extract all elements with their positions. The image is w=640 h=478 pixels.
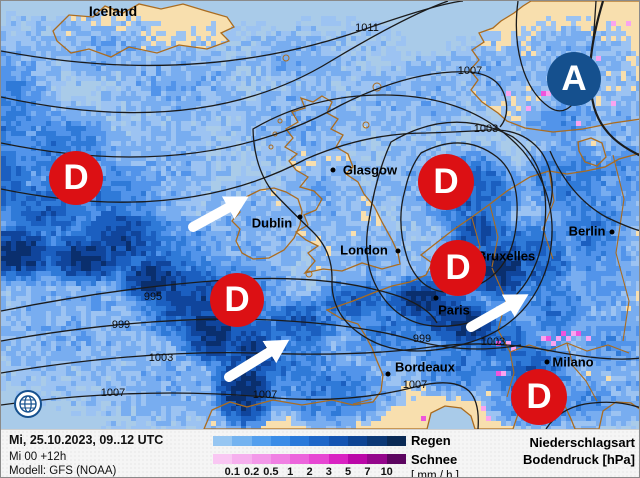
precipitation-pixel-layer [1,1,639,429]
isobar-line [1,343,639,374]
pressure-caption: Bodendruck [hPa] [523,452,635,467]
high-pressure-marker: A [547,52,601,106]
scale-tick: 2 [306,466,313,478]
rain-scale-segment [367,436,387,446]
city-dot-paris [433,295,439,301]
rain-caption: Regen [411,433,451,448]
isobar-value-label: 999 [111,319,131,331]
isobar-value-label: 1007 [457,65,483,77]
scale-tick: 0.2 [243,466,260,478]
isobar-line [1,1,449,114]
valid-time-label: Mi, 25.10.2023, 09..12 UTC [9,433,164,447]
low-pressure-marker: D [49,151,103,205]
rain-scale-segment [309,436,329,446]
isobar-value-label: 1003 [148,352,174,364]
chart-type-captions: Niederschlagsart Bodendruck [hPa] [523,434,635,468]
isobar-line [549,150,639,232]
city-label-bordeaux: Bordeaux [395,359,455,375]
city-dot-london [395,248,401,254]
rain-scale-segment [213,436,233,446]
isobar-line [589,1,639,157]
city-dot-dublin [297,214,303,220]
model-name-label: Modell: GFS (NOAA) [9,465,117,477]
precip-type-caption: Niederschlagsart [529,435,636,450]
color-scales: 0.1 0.2 0.5 1 2 3 5 7 10 [213,430,406,478]
city-label-london: London [340,242,388,258]
low-pressure-marker: D [430,240,486,296]
city-label-bruxelles: Bruxelles [476,248,536,264]
unit-caption: [ mm / h ] [411,470,459,478]
city-dot-glasgow [330,167,336,173]
isobar-value-label: 1011 [355,22,379,34]
low-pressure-marker: D [418,154,474,210]
snow-scale-segment [367,454,387,464]
isobar-value-label: 1003 [480,336,506,348]
isobar-value-label: 1007 [252,389,278,401]
scale-tick: 0.1 [224,466,240,478]
scale-tick: 3 [325,466,332,478]
isobar-line [1,277,438,324]
isobar-value-label: 995 [143,291,163,303]
model-run-label: Mi 00 +12h [9,451,67,463]
scale-tick: 7 [364,466,371,478]
isobar-line [1,318,522,350]
scale-tick-labels: 0.1 0.2 0.5 1 2 3 5 7 10 [213,466,406,478]
snow-scale-segment [328,454,349,464]
site-logo-globe-icon [14,390,42,418]
city-dot-milano [544,359,550,365]
movement-arrows-layer [188,196,529,382]
isobar-value-label: 1007 [100,387,126,399]
direction-arrow-icon [224,339,290,382]
rain-color-scale [213,436,406,446]
snow-scale-segment [309,454,329,464]
isobar-line [1,71,508,158]
rain-scale-segment [232,436,252,446]
snow-scale-segment [386,454,406,464]
snow-scale-segment [232,454,252,464]
city-label-dublin: Dublin [251,215,293,231]
legend-bar: Mi, 25.10.2023, 09..12 UTC Mi 00 +12h Mo… [1,429,639,478]
isobar-value-label: 1003 [473,123,499,135]
scale-captions: Regen Schnee [ mm / h ] [411,433,459,478]
city-dot-bordeaux [385,371,391,377]
rain-scale-segment [328,436,349,446]
snow-scale-segment [251,454,271,464]
snow-scale-segment [348,454,368,464]
scale-tick: 1 [287,466,294,478]
scale-tick: 5 [345,466,352,478]
city-label-milano: Milano [552,354,594,370]
low-pressure-marker: D [511,369,567,425]
snow-scale-segment [270,454,291,464]
city-dot-berlin [609,229,615,235]
scale-tick: 0.5 [263,466,279,478]
legend-run-info: Mi, 25.10.2023, 09..12 UTC Mi 00 +12h Mo… [9,433,163,477]
region-label-iceland: Iceland [88,3,138,19]
isobar-value-label: 999 [412,333,432,345]
rain-scale-segment [386,436,406,446]
city-label-berlin: Berlin [568,223,606,239]
snow-scale-segment [213,454,233,464]
snow-scale-segment [290,454,310,464]
isobar-value-label: 1007 [402,379,428,391]
snow-caption: Schnee [411,452,458,467]
precipitation-pressure-map: 1011100710039959991003999999100310071007… [1,1,639,429]
scale-tick: 10 [380,466,393,478]
isobar-layer [1,1,639,429]
direction-arrow-icon [466,294,529,332]
city-label-paris: Paris [438,302,470,318]
city-label-glasgow: Glasgow [342,162,398,178]
rain-scale-segment [270,436,291,446]
isobar-line [252,94,553,352]
low-pressure-marker: D [210,273,264,327]
rain-scale-segment [348,436,368,446]
direction-arrow-icon [188,196,249,232]
rain-scale-segment [290,436,310,446]
isobar-line [1,382,479,429]
rain-scale-segment [251,436,271,446]
isobar-line [1,129,553,207]
snow-color-scale [213,454,406,464]
